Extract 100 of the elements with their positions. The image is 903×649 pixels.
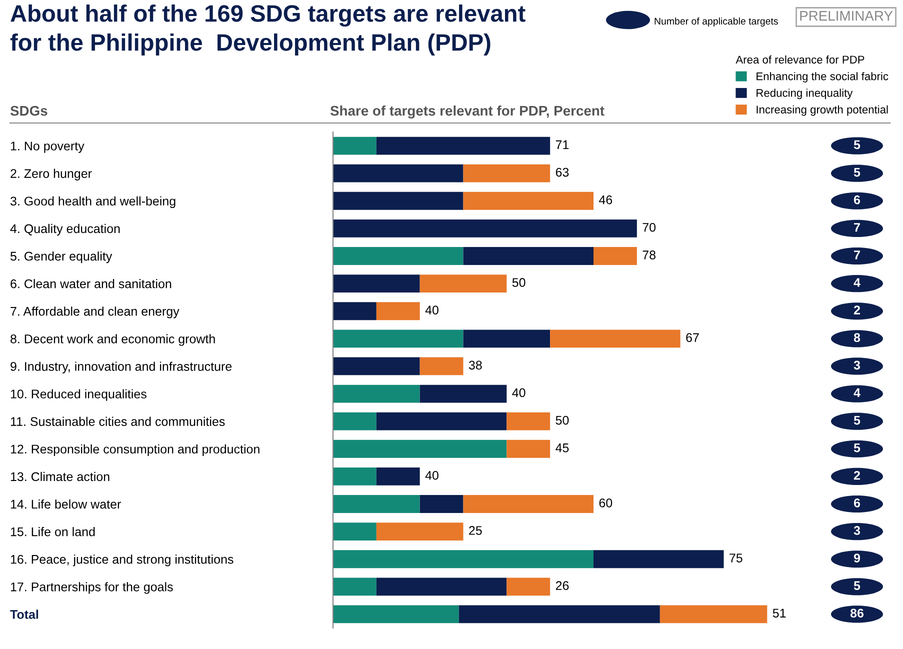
- annotation: 40: [425, 470, 438, 480]
- annotation: 50: [556, 416, 569, 425]
- annotation: 25: [469, 526, 482, 535]
- bar: [463, 330, 550, 348]
- y-tick-label: 10. Reduced inequalities: [10, 389, 146, 401]
- annotation: 78: [642, 250, 656, 260]
- text: 4: [854, 388, 860, 398]
- y-tick-label: 3. Good health and well-being: [10, 196, 176, 208]
- bar: [594, 247, 637, 265]
- x-axis-title: Share of targets relevant for PDP, Percent: [330, 105, 604, 119]
- y-tick-label: 13. Climate action: [10, 472, 110, 482]
- y-tick-label: 7. Affordable and clean energy: [10, 306, 180, 318]
- legend-title: Area of relevance for PDP: [736, 55, 864, 64]
- annotation: 50: [512, 278, 526, 287]
- text: 3: [854, 360, 860, 370]
- bar: [506, 412, 550, 430]
- bar: [376, 412, 507, 430]
- annotation: 71: [556, 140, 569, 150]
- bar: [506, 578, 550, 596]
- bar: [333, 550, 594, 568]
- bar: [333, 136, 376, 155]
- annotation: 75: [730, 554, 742, 562]
- y-tick-label: 6. Clean water and sanitation: [10, 279, 172, 288]
- text: 9: [854, 554, 860, 562]
- bar: [333, 247, 464, 265]
- bar: [458, 605, 660, 624]
- annotation: 40: [512, 388, 526, 398]
- bar: [463, 495, 594, 513]
- annotation: 63: [556, 168, 569, 177]
- y-tick-label: 5. Gender equality: [10, 251, 112, 264]
- bar: [550, 330, 680, 348]
- y-tick-label: 2. Zero hunger: [10, 168, 92, 180]
- bar: [333, 192, 464, 210]
- annotation: 46: [598, 195, 612, 204]
- y-tick-label: 11. Sustainable cities and communities: [10, 416, 225, 426]
- bar: [376, 522, 464, 541]
- annotation: 38: [468, 360, 482, 370]
- text: 7: [854, 250, 860, 260]
- text: 7: [854, 223, 860, 232]
- bar: [376, 467, 420, 486]
- text: 6: [854, 195, 860, 204]
- annotation: 45: [556, 444, 569, 452]
- y-tick-label: 12. Responsible consumption and production: [10, 444, 260, 456]
- y-tick-label: 14. Life below water: [10, 499, 121, 509]
- bar: [463, 164, 550, 182]
- text: 51: [772, 608, 786, 618]
- y-tick-label: 16. Peace, justice and strong institutions: [10, 554, 234, 566]
- text: 2: [854, 470, 860, 480]
- annotation: 60: [599, 498, 612, 508]
- annotation: 26: [556, 581, 569, 590]
- legend-label: Enhancing the social fabric: [756, 72, 888, 82]
- bar: [420, 495, 464, 513]
- bar: [376, 302, 420, 320]
- y-tick-label: 8. Decent work and economic growth: [10, 334, 215, 346]
- y-tick-label: 17. Partnerships for the goals: [10, 582, 173, 594]
- bar: [333, 412, 376, 430]
- y-tick-label: Total: [10, 610, 38, 619]
- text: 3: [854, 526, 860, 535]
- y-tick-label: 1. No poverty: [10, 142, 84, 153]
- bar: [506, 440, 550, 458]
- text: 86: [850, 608, 864, 618]
- bar: [420, 384, 507, 403]
- bar: [333, 522, 376, 541]
- legend-label: Reducing inequality: [756, 88, 853, 100]
- bar: [333, 384, 420, 403]
- bar: [333, 302, 376, 320]
- bar: [463, 247, 594, 265]
- bar: [333, 164, 464, 182]
- bar: [463, 192, 594, 210]
- bar: [420, 274, 507, 293]
- bar: [333, 357, 420, 376]
- legend-label: Increasing growth potential: [756, 105, 888, 116]
- bar: [333, 467, 376, 486]
- bar: [333, 219, 637, 238]
- bar: [333, 605, 459, 624]
- bar: [420, 357, 464, 376]
- text: 5: [854, 140, 860, 150]
- y-axis-title: SDGs: [10, 106, 48, 116]
- text: 6: [854, 498, 860, 508]
- bar: [333, 495, 420, 513]
- text: PRELIMINARY: [800, 11, 893, 21]
- annotation: 40: [425, 306, 438, 314]
- bar: [376, 578, 507, 596]
- y-tick-label: 9. Industry, innovation and infrastructure: [10, 362, 232, 374]
- bar: [660, 605, 768, 624]
- text: 5: [854, 168, 860, 177]
- bar: [376, 136, 550, 155]
- text: 8: [854, 333, 860, 342]
- text: 5: [854, 416, 860, 425]
- text: 5: [854, 581, 860, 590]
- bar: [333, 274, 420, 293]
- text: 5: [854, 444, 860, 452]
- chart-title: About half of the 169 SDG targets are relevant for the Philippine Development Plan (PDP): [10, 4, 526, 56]
- text: 4: [854, 278, 860, 287]
- bar: [333, 440, 507, 458]
- y-tick-label: 4. Quality education: [10, 224, 120, 236]
- bar: [333, 330, 464, 348]
- annotation: 67: [686, 333, 699, 342]
- text: Number of applicable targets: [654, 17, 778, 27]
- y-tick-label: 15. Life on land: [10, 527, 95, 536]
